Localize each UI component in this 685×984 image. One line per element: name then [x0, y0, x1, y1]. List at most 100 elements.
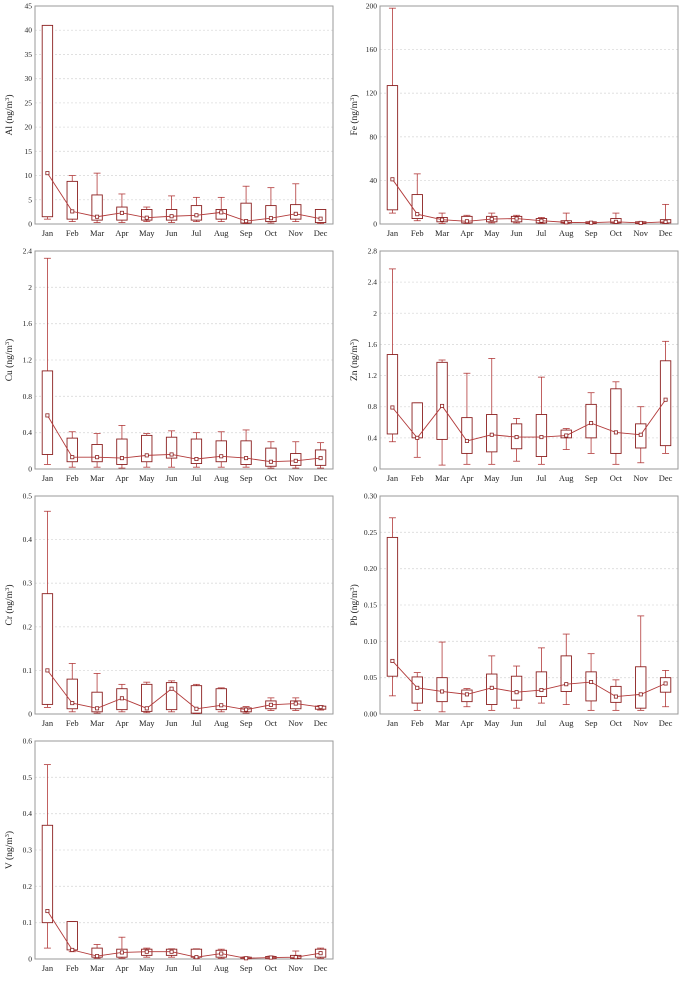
x-tick-label: Aug — [559, 718, 574, 728]
y-tick-label: 120 — [366, 89, 378, 98]
median-point — [194, 955, 199, 960]
median-point — [268, 459, 273, 464]
y-tick-label: 0.20 — [364, 564, 377, 573]
x-tick-label: Apr — [115, 718, 128, 728]
box-dec — [659, 360, 672, 447]
y-axis-label: Cu (ng/m3) — [4, 339, 16, 382]
y-tick-label: 0.4 — [23, 535, 33, 544]
chart-cr: 0 0.1 0.2 0.3 0.4 0.5 Cr (ng/m3) Jan Feb Mar Apr Ma… — [4, 492, 334, 728]
y-tick-label: 0.3 — [23, 846, 33, 855]
median-point — [489, 432, 494, 437]
y-tick-label: 0.30 — [364, 492, 377, 501]
median-point — [169, 452, 174, 457]
median-point — [663, 219, 668, 224]
median-point — [539, 218, 544, 223]
median-point — [219, 454, 224, 459]
y-tick-label: 20 — [25, 123, 33, 132]
y-tick-label: 80 — [370, 132, 378, 141]
x-tick-label: Sep — [240, 228, 253, 238]
y-tick-label: 0.8 — [23, 392, 33, 401]
median-point — [440, 403, 445, 408]
y-tick-label: 2.4 — [368, 278, 378, 287]
x-tick-label: Aug — [559, 473, 574, 483]
x-tick-label: Oct — [265, 963, 278, 973]
median-line — [392, 660, 666, 698]
median-point — [589, 680, 594, 685]
x-tick-label: Nov — [633, 228, 648, 238]
y-tick-label: 0.5 — [23, 492, 33, 501]
x-tick-label: May — [139, 963, 155, 973]
x-tick-label: Aug — [559, 228, 574, 238]
box-mar — [91, 444, 103, 463]
x-tick-label: Nov — [633, 473, 648, 483]
x-tick-label: Nov — [288, 228, 303, 238]
box-dec — [314, 209, 327, 223]
x-tick-label: Dec — [314, 718, 328, 728]
y-tick-label: 0 — [373, 220, 377, 229]
y-axis-label: V (ng/m3) — [4, 831, 16, 869]
x-tick-label: Jan — [42, 963, 54, 973]
y-tick-label: 0.4 — [23, 809, 33, 818]
chart-pb: 0.00 0.05 0.10 0.15 0.20 0.25 0.30 Pb (ng/m3) Ja… — [349, 492, 679, 728]
box-mar — [91, 194, 103, 221]
y-tick-label: 0.8 — [368, 402, 378, 411]
x-tick-label: Jan — [387, 473, 399, 483]
median-point — [144, 949, 149, 954]
median-point — [70, 701, 75, 706]
x-tick-label: May — [139, 718, 155, 728]
median-point — [219, 210, 224, 215]
box-jan — [41, 824, 54, 924]
box-feb — [66, 921, 78, 951]
median-point — [390, 177, 395, 182]
chart-fe: 0 40 80 120 160 200 Fe (ng/m3) Jan Feb Mar Apr May J… — [349, 2, 679, 238]
x-tick-label: Oct — [265, 228, 278, 238]
median-point — [194, 706, 199, 711]
x-tick-label: Dec — [314, 473, 328, 483]
median-line — [392, 179, 666, 224]
x-tick-label: May — [484, 473, 500, 483]
median-point — [564, 220, 569, 225]
box-oct — [610, 685, 622, 703]
box-oct — [265, 205, 277, 223]
y-tick-label: 0 — [28, 710, 32, 719]
median-point — [119, 456, 124, 461]
box-may — [141, 683, 153, 712]
box-jul — [190, 205, 203, 221]
y-axis-label: Zn (ng/m3) — [349, 339, 361, 381]
x-tick-label: Oct — [610, 228, 623, 238]
median-point — [464, 219, 469, 224]
median-point — [390, 405, 395, 410]
x-tick-label: Apr — [460, 718, 473, 728]
box-mar — [91, 691, 103, 713]
x-tick-label: Apr — [460, 473, 473, 483]
median-line — [47, 670, 321, 711]
median-point — [95, 706, 100, 711]
y-tick-label: 10 — [25, 171, 33, 180]
x-tick-label: Nov — [288, 473, 303, 483]
x-tick-label: Aug — [214, 963, 229, 973]
box-feb — [66, 437, 78, 463]
median-point — [244, 707, 249, 712]
x-tick-label: Jan — [42, 473, 54, 483]
median-point — [95, 214, 100, 219]
y-tick-label: 0.1 — [23, 666, 33, 675]
plot-frame — [379, 5, 679, 225]
y-tick-label: 25 — [25, 98, 33, 107]
y-tick-label: 0.25 — [364, 528, 377, 537]
box-mar — [436, 361, 448, 440]
y-tick-label: 0.00 — [364, 710, 377, 719]
x-tick-label: Nov — [288, 718, 303, 728]
y-tick-label: 0.15 — [364, 601, 377, 610]
x-tick-label: Jan — [387, 718, 399, 728]
box-feb — [66, 180, 78, 220]
y-tick-label: 15 — [25, 147, 33, 156]
y-tick-label: 2.8 — [368, 247, 378, 256]
median-point — [169, 949, 174, 954]
box-jul — [190, 438, 203, 464]
y-tick-label: 1.6 — [23, 319, 33, 328]
x-tick-label: Jul — [191, 718, 202, 728]
y-axis-label: Cr (ng/m3) — [4, 585, 16, 626]
y-tick-label: 0.1 — [23, 918, 33, 927]
box-aug — [215, 440, 227, 463]
median-point — [45, 909, 50, 914]
